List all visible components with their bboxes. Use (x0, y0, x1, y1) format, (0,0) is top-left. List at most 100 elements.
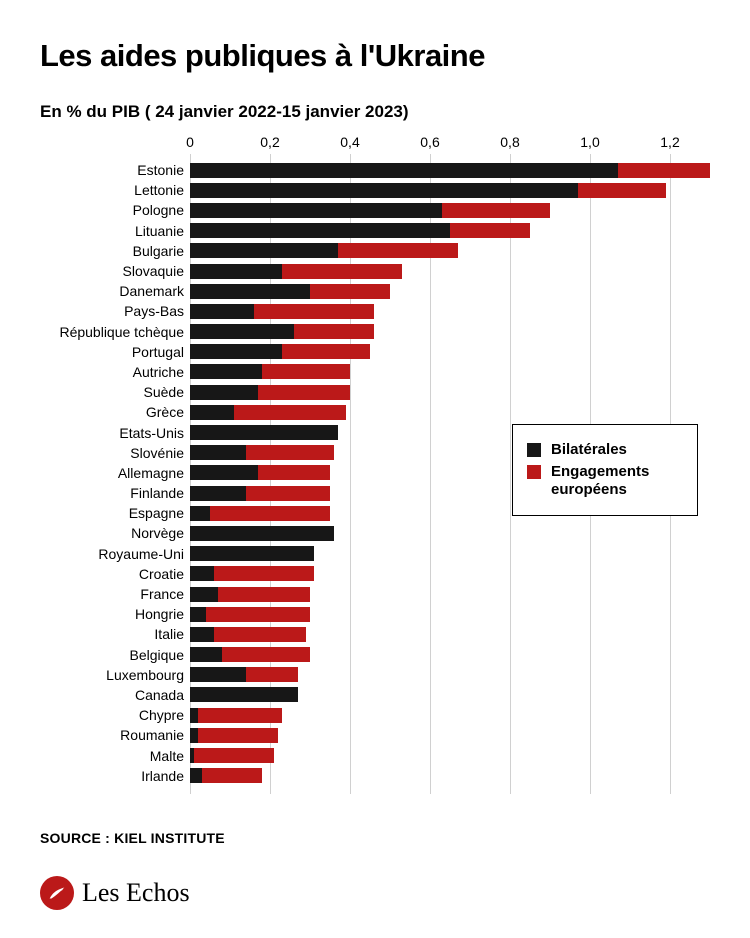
bar-wrap (190, 183, 710, 198)
bar-segment-european (214, 566, 314, 581)
chart-row: Royaume-Uni (190, 544, 710, 564)
row-label: Italie (36, 627, 184, 641)
bar-wrap (190, 768, 710, 783)
chart-row: Portugal (190, 342, 710, 362)
row-label: Pologne (36, 203, 184, 217)
bar-segment-european (206, 607, 310, 622)
row-label: Suède (36, 385, 184, 399)
bar-wrap (190, 324, 710, 339)
chart-row: Malte (190, 745, 710, 765)
x-axis-tick-label: 0,6 (420, 134, 439, 150)
bar-segment-european (198, 728, 278, 743)
bar-segment-bilateral (190, 506, 210, 521)
row-label: Autriche (36, 365, 184, 379)
row-label: Luxembourg (36, 668, 184, 682)
brand-name: Les Echos (82, 878, 190, 908)
chart-row: Hongrie (190, 604, 710, 624)
row-label: Irlande (36, 769, 184, 783)
chart-row: Pologne (190, 200, 710, 220)
row-label: Roumanie (36, 728, 184, 742)
bar-wrap (190, 607, 710, 622)
chart-row: Roumanie (190, 725, 710, 745)
bar-wrap (190, 627, 710, 642)
bar-wrap (190, 284, 710, 299)
legend: Bilatérales Engagements européens (512, 424, 698, 516)
bar-segment-bilateral (190, 163, 618, 178)
chart-row: Luxembourg (190, 665, 710, 685)
row-label: Croatie (36, 567, 184, 581)
bar-segment-european (246, 445, 334, 460)
row-label: Bulgarie (36, 244, 184, 258)
bar-wrap (190, 748, 710, 763)
bar-segment-european (198, 708, 282, 723)
row-label: Lituanie (36, 224, 184, 238)
row-label: Slovénie (36, 446, 184, 460)
bar-segment-european (338, 243, 458, 258)
bar-segment-european (234, 405, 346, 420)
chart-row: Canada (190, 685, 710, 705)
bar-wrap (190, 587, 710, 602)
x-axis-tick-label: 1,0 (580, 134, 599, 150)
bar-segment-european (210, 506, 330, 521)
chart-row: Slovaquie (190, 261, 710, 281)
chart-row: Lettonie (190, 180, 710, 200)
chart-row: Irlande (190, 766, 710, 786)
bar-segment-european (578, 183, 666, 198)
legend-label-european: Engagements européens (551, 463, 681, 499)
plot-region: EstonieLettoniePologneLituanieBulgarieSl… (190, 154, 710, 794)
brand-logo-icon (40, 876, 74, 910)
bar-wrap (190, 566, 710, 581)
bar-segment-european (258, 385, 350, 400)
row-label: Belgique (36, 648, 184, 662)
chart-row: Lituanie (190, 221, 710, 241)
bar-segment-bilateral (190, 687, 298, 702)
bar-segment-european (294, 324, 374, 339)
bar-wrap (190, 243, 710, 258)
bar-segment-bilateral (190, 566, 214, 581)
chart-subtitle: En % du PIB ( 24 janvier 2022-15 janvier… (40, 102, 710, 122)
chart-row: Belgique (190, 645, 710, 665)
bar-segment-european (618, 163, 710, 178)
bar-wrap (190, 687, 710, 702)
bar-segment-bilateral (190, 667, 246, 682)
bar-segment-bilateral (190, 607, 206, 622)
bar-segment-european (218, 587, 310, 602)
bar-segment-bilateral (190, 627, 214, 642)
bar-wrap (190, 304, 710, 319)
row-label: Pays-Bas (36, 304, 184, 318)
chart-area: EstonieLettoniePologneLituanieBulgarieSl… (40, 132, 710, 812)
row-label: Malte (36, 749, 184, 763)
bar-segment-bilateral (190, 405, 234, 420)
row-label: Hongrie (36, 607, 184, 621)
row-label: Lettonie (36, 183, 184, 197)
bar-wrap (190, 405, 710, 420)
x-axis-tick-label: 0,8 (500, 134, 519, 150)
chart-row: Autriche (190, 362, 710, 382)
bar-segment-bilateral (190, 264, 282, 279)
row-label: Royaume-Uni (36, 547, 184, 561)
bar-segment-bilateral (190, 223, 450, 238)
x-axis-tick-label: 0,4 (340, 134, 359, 150)
bar-segment-european (254, 304, 374, 319)
bar-segment-european (194, 748, 274, 763)
chart-row: Norvège (190, 523, 710, 543)
chart-row: Croatie (190, 564, 710, 584)
bar-segment-bilateral (190, 284, 310, 299)
bar-segment-european (282, 344, 370, 359)
chart-row: Chypre (190, 705, 710, 725)
bar-wrap (190, 203, 710, 218)
bar-segment-bilateral (190, 425, 338, 440)
bar-wrap (190, 163, 710, 178)
row-label: Chypre (36, 708, 184, 722)
brand: Les Echos (40, 876, 190, 910)
bar-segment-bilateral (190, 364, 262, 379)
bar-segment-european (310, 284, 390, 299)
row-label: Norvège (36, 526, 184, 540)
bar-wrap (190, 728, 710, 743)
bar-wrap (190, 385, 710, 400)
bar-segment-european (258, 465, 330, 480)
bar-segment-european (202, 768, 262, 783)
legend-label-bilateral: Bilatérales (551, 441, 627, 459)
legend-item-bilateral: Bilatérales (527, 441, 681, 459)
bar-segment-bilateral (190, 203, 442, 218)
